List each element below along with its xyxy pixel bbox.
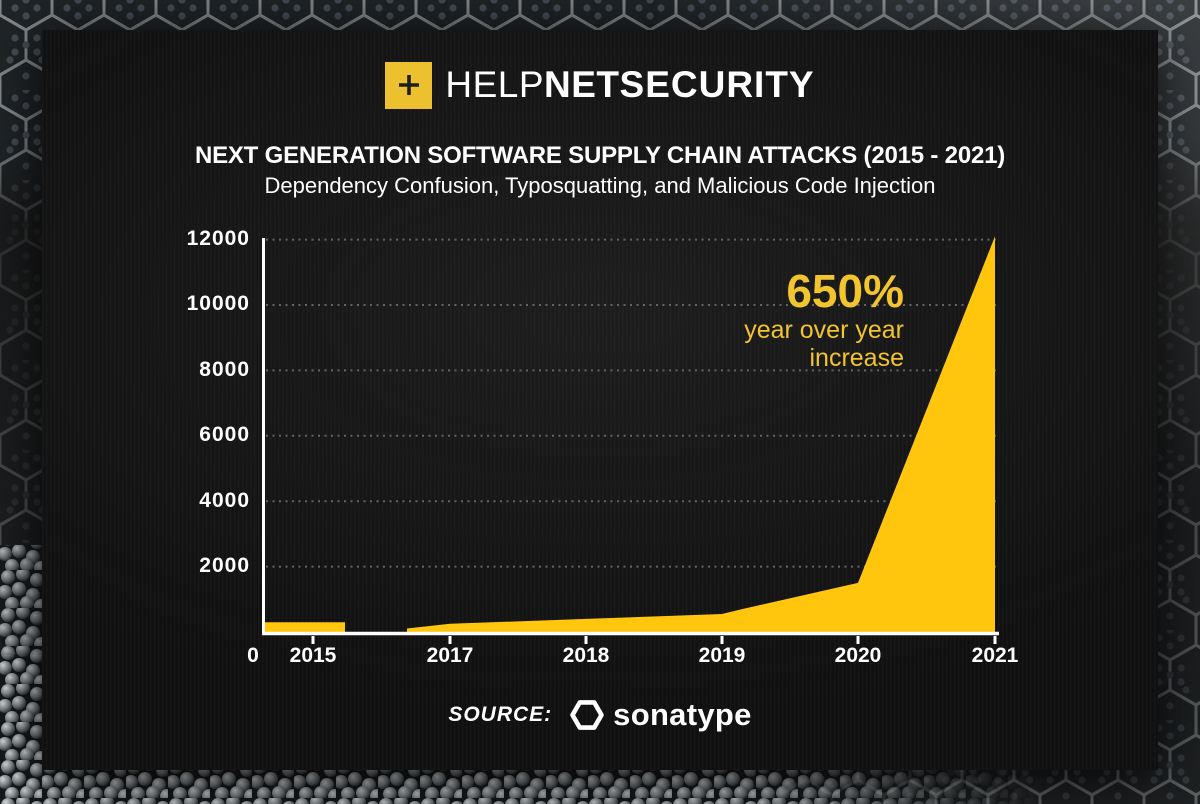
- source-row: SOURCE: sonatype: [42, 692, 1158, 738]
- annotation-percentage: 650%: [786, 265, 904, 317]
- chart-subtitle: Dependency Confusion, Typosquatting, and…: [264, 173, 936, 198]
- y-tick-label: 12000: [186, 227, 250, 250]
- x-tick-label-2015: 2015: [289, 644, 337, 667]
- brand-name-help: HELP: [445, 64, 545, 105]
- x-tick-label-2019: 2019: [698, 644, 746, 667]
- hexagon-icon: [570, 700, 604, 730]
- x-tick-label-2021: 2021: [971, 644, 1019, 667]
- increase-annotation: 650% year over year increase: [744, 266, 904, 372]
- brand-logo: HELPNETSECURITY: [42, 60, 1158, 110]
- x-tick-label-2018: 2018: [562, 644, 610, 667]
- brand-name: HELPNETSECURITY: [445, 64, 814, 106]
- plus-icon-glyph: [398, 75, 419, 95]
- source-label: SOURCE:: [448, 703, 553, 726]
- y-tick-label: 6000: [199, 423, 250, 446]
- attack-area-chart: [262, 236, 999, 644]
- y-tick-label: 10000: [186, 292, 250, 315]
- brand-name-net: NET: [544, 64, 620, 105]
- brand-name-security: SECURITY: [619, 64, 815, 105]
- annotation-line-1: year over year: [744, 316, 904, 344]
- annotation-line-2: increase: [809, 344, 905, 372]
- plus-icon: [385, 61, 433, 109]
- chart-title: NEXT GENERATION SOFTWARE SUPPLY CHAIN AT…: [194, 142, 1006, 169]
- y-tick-label: 8000: [199, 358, 250, 381]
- y-tick-label: 4000: [199, 489, 250, 512]
- y-tick-label: 2000: [199, 554, 250, 577]
- x-tick-label-origin: 0: [247, 644, 259, 667]
- sonatype-logo-text: sonatype: [613, 697, 752, 732]
- x-tick-label-2020: 2020: [834, 644, 882, 667]
- x-tick-label-2017: 2017: [426, 644, 474, 667]
- infographic-card: HELPNETSECURITY NEXT GENERATION SOFTWARE…: [42, 30, 1158, 770]
